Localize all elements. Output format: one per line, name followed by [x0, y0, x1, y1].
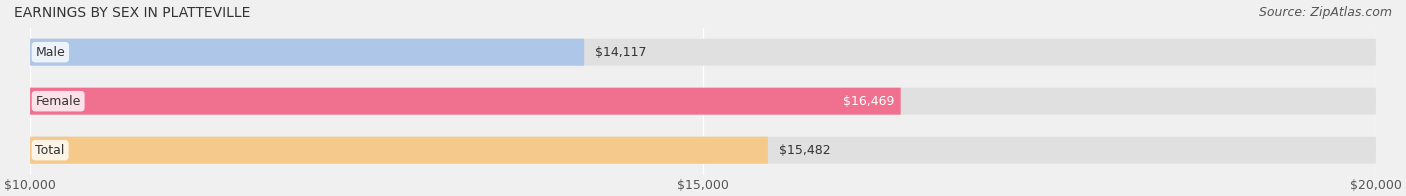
Text: $16,469: $16,469 [842, 95, 894, 108]
Text: $14,117: $14,117 [595, 46, 647, 59]
FancyBboxPatch shape [30, 39, 1376, 66]
Text: Total: Total [35, 144, 65, 157]
FancyBboxPatch shape [30, 88, 1376, 115]
Text: EARNINGS BY SEX IN PLATTEVILLE: EARNINGS BY SEX IN PLATTEVILLE [14, 6, 250, 20]
FancyBboxPatch shape [30, 137, 1376, 164]
FancyBboxPatch shape [30, 39, 583, 66]
FancyBboxPatch shape [30, 88, 901, 115]
Text: Female: Female [35, 95, 82, 108]
Text: Source: ZipAtlas.com: Source: ZipAtlas.com [1258, 6, 1392, 19]
FancyBboxPatch shape [30, 137, 768, 164]
Text: $15,482: $15,482 [779, 144, 831, 157]
Text: Male: Male [35, 46, 65, 59]
